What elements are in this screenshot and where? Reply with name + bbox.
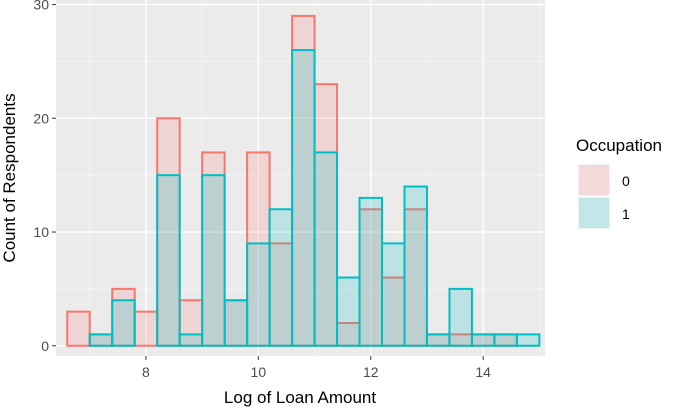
y-tick-label: 20	[33, 110, 49, 126]
legend-swatch-0	[579, 165, 609, 195]
bar-series-1	[425, 333, 451, 347]
x-tick-label: 8	[142, 364, 150, 380]
y-tick-label: 10	[33, 224, 49, 240]
legend-key-bg	[578, 164, 610, 196]
x-axis-ticks: 8 10 12 14	[142, 356, 491, 380]
y-axis-label: Count of Respondents	[0, 93, 19, 262]
bar-series-1	[156, 174, 181, 347]
y-tick-label: 0	[41, 338, 49, 354]
bar-series-1	[88, 333, 114, 347]
plot-panel	[56, 0, 545, 356]
bar-series-0	[133, 310, 159, 347]
y-axis-ticks: 0 10 20 30	[33, 0, 56, 354]
bar-series-1	[201, 174, 226, 347]
x-tick-label: 10	[251, 364, 267, 380]
legend-label-1: 1	[622, 206, 630, 222]
legend-swatch-1	[579, 198, 609, 228]
legend-keys: 01	[578, 164, 630, 229]
x-axis-label: Log of Loan Amount	[224, 388, 376, 407]
legend: Occupation 01	[576, 136, 662, 229]
y-tick-label: 30	[33, 0, 49, 13]
bar-series-1	[493, 333, 518, 347]
bar-series-1	[246, 242, 271, 347]
bar-series-1	[178, 333, 204, 347]
legend-label-0: 0	[622, 173, 630, 189]
x-tick-label: 12	[363, 364, 379, 380]
bar-series-1	[291, 49, 316, 347]
series-1-bars	[88, 49, 541, 347]
bar-series-1	[448, 287, 473, 347]
bar-series-1	[403, 185, 428, 347]
x-tick-label: 14	[475, 364, 491, 380]
bar-series-1	[313, 151, 339, 347]
grid-major	[56, 0, 545, 356]
bar-series-0	[66, 310, 91, 347]
bar-series-1	[223, 299, 249, 347]
bar-series-1	[111, 299, 136, 347]
bar-series-1	[358, 196, 384, 347]
bar-series-1	[268, 208, 294, 347]
bar-series-1	[381, 242, 406, 347]
legend-key-bg	[578, 197, 610, 229]
bar-series-1	[336, 276, 361, 347]
bar-series-1	[515, 333, 541, 347]
legend-title: Occupation	[576, 136, 662, 155]
bar-series-1	[470, 333, 496, 347]
